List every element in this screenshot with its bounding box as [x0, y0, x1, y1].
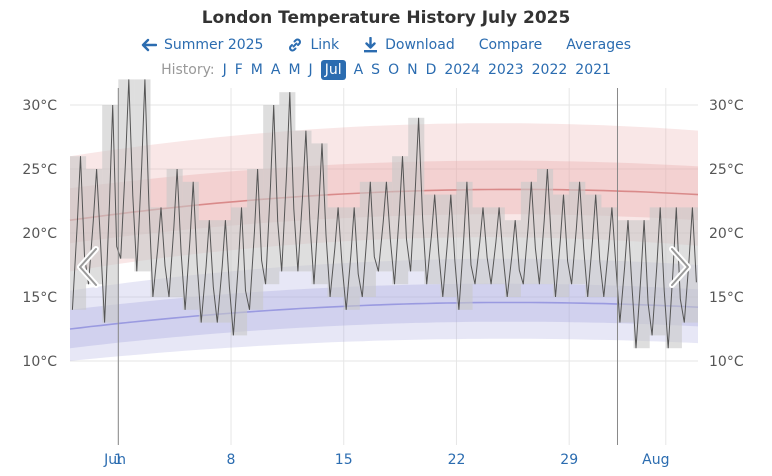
y-tick-label-left: 30°C [22, 98, 57, 114]
history-month-5[interactable]: J [308, 62, 313, 78]
download-label: Download [385, 37, 455, 53]
y-tick-label-right: 25°C [709, 162, 744, 178]
history-month-4[interactable]: M [288, 62, 301, 78]
averages-button[interactable]: Averages [566, 37, 631, 53]
download-button[interactable]: Download [363, 37, 455, 53]
link-icon [289, 38, 302, 52]
history-month-6[interactable]: Jul [320, 60, 346, 80]
history-month-2[interactable]: M [250, 62, 263, 78]
history-month-8[interactable]: S [371, 62, 381, 78]
compare-button[interactable]: Compare [479, 37, 543, 53]
averages-label: Averages [566, 37, 632, 53]
x-tick-label[interactable]: Aug [642, 452, 669, 468]
history-month-7[interactable]: A [353, 62, 364, 78]
history-month-11[interactable]: D [425, 62, 437, 78]
history-year-2024[interactable]: 2024 [444, 62, 480, 78]
y-tick-label-right: 20°C [709, 226, 744, 242]
link-button[interactable]: Link [287, 37, 339, 53]
hourly-temperature-line [71, 79, 697, 349]
avg-low-line [69, 301, 699, 330]
y-tick-label-right: 10°C [709, 354, 744, 370]
y-tick-label-left: 10°C [22, 354, 57, 370]
back-label: Summer 2025 [163, 37, 264, 53]
history-year-2021[interactable]: 2021 [575, 62, 611, 78]
history-month-0[interactable]: J [222, 62, 227, 78]
x-tick-label[interactable]: 8 [227, 452, 236, 468]
y-tick-label-right: 30°C [709, 98, 744, 114]
download-icon [364, 37, 378, 53]
chevron-left-icon[interactable] [77, 246, 99, 288]
link-label: Link [310, 37, 340, 53]
y-tick-label-left: 15°C [22, 290, 57, 306]
arrow-left-icon [141, 38, 157, 52]
y-tick-label-left: 20°C [22, 226, 57, 242]
chart-title: London Temperature History July 2025 [201, 8, 571, 28]
history-label: History: [161, 62, 215, 78]
x-tick-label[interactable]: Jun [103, 452, 126, 468]
y-tick-label-right: 15°C [709, 290, 744, 306]
compare-label: Compare [478, 37, 543, 53]
x-tick-label[interactable]: 22 [448, 452, 466, 468]
chevron-right-icon[interactable] [669, 246, 691, 288]
history-month-10[interactable]: N [407, 62, 418, 78]
history-month-1[interactable]: F [234, 62, 243, 78]
history-month-9[interactable]: O [388, 62, 400, 78]
history-year-2022[interactable]: 2022 [531, 62, 568, 78]
history-year-2023[interactable]: 2023 [488, 62, 524, 78]
x-tick-label[interactable]: 29 [560, 452, 578, 468]
history-month-3[interactable]: A [270, 62, 281, 78]
x-tick-label[interactable]: 15 [335, 452, 353, 468]
x-tick-label[interactable]: 1 [114, 452, 123, 468]
toolbar: Summer 2025 Link Download Compare Averag… [0, 37, 772, 53]
history-nav: History: J F M A M J Jul A S O N D 2024 2023 2022 2021 [0, 60, 772, 80]
back-button[interactable]: Summer 2025 [141, 37, 263, 53]
y-tick-label-left: 25°C [22, 162, 57, 178]
